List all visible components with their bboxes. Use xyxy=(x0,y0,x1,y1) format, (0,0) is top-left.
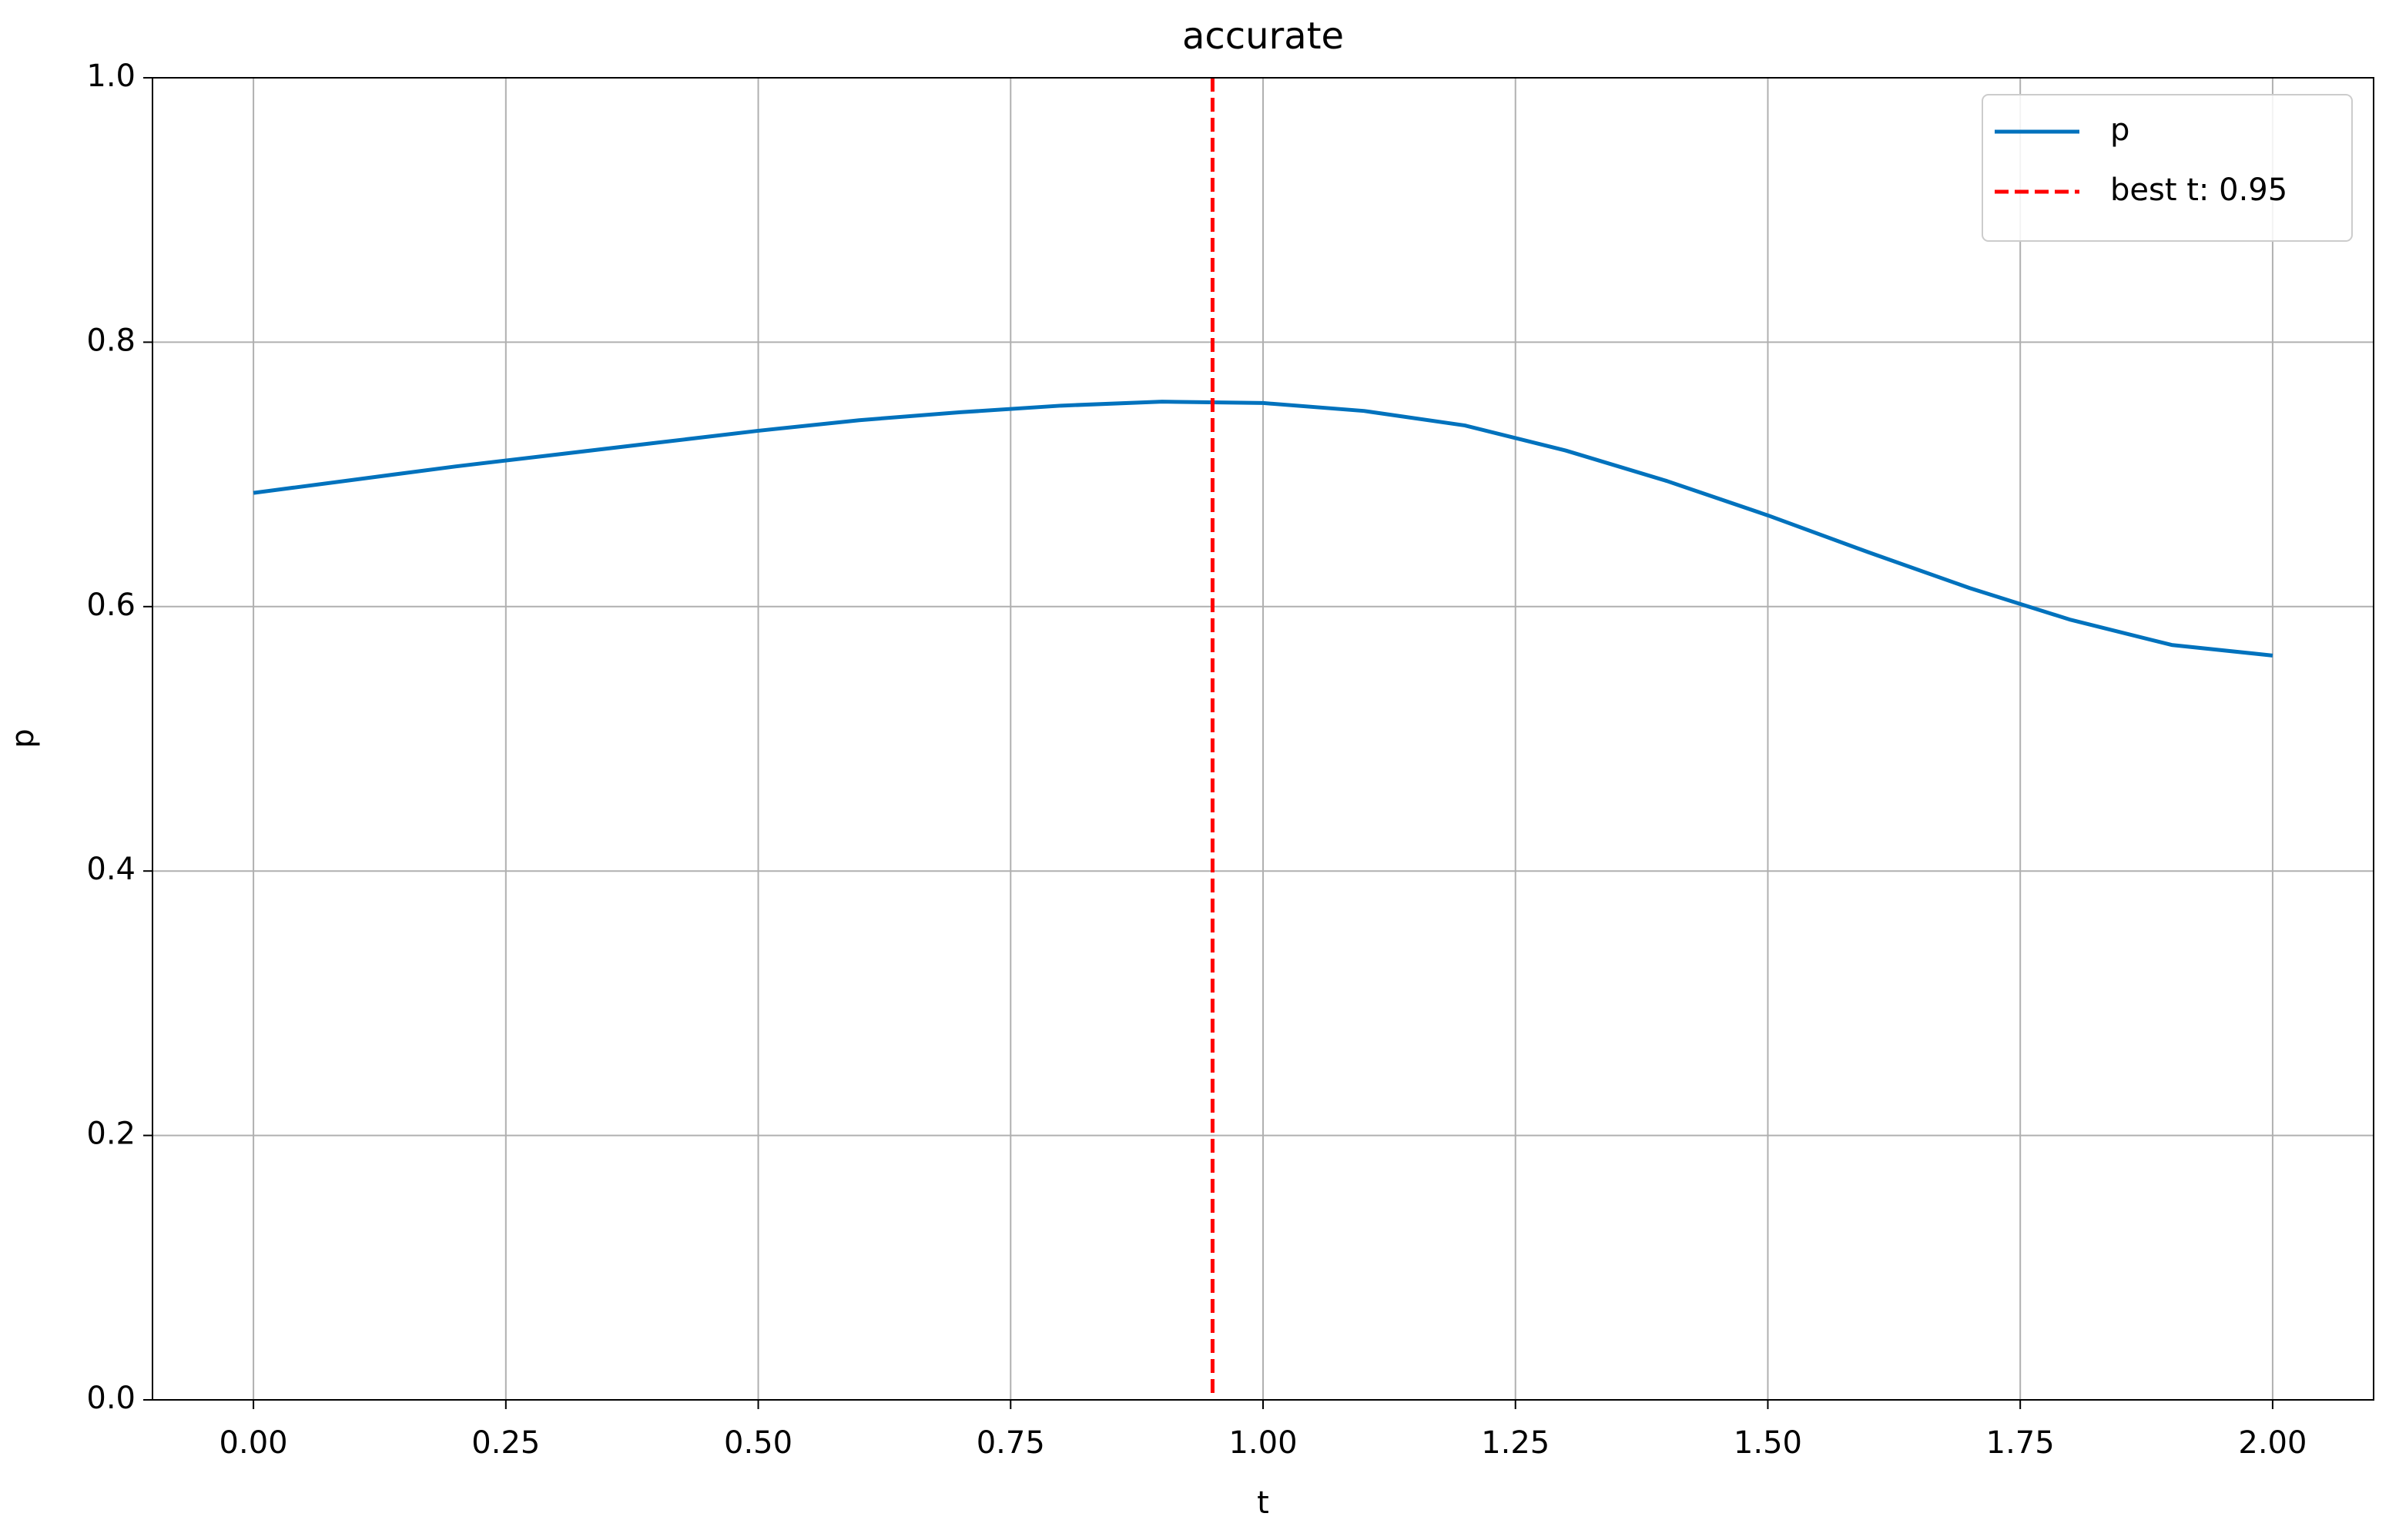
x-tick-label: 1.25 xyxy=(1481,1425,1550,1461)
plot-frame xyxy=(152,77,2374,1401)
legend-label: best t: 0.95 xyxy=(2110,172,2287,208)
chart-title: accurate xyxy=(1182,15,1344,58)
x-tick-label: 0.00 xyxy=(219,1425,288,1461)
y-tick-label: 0.2 xyxy=(86,1116,136,1152)
x-tick-label: 1.75 xyxy=(1986,1425,2055,1461)
y-tick-label: 0.4 xyxy=(86,852,136,887)
y-tick-label: 0.6 xyxy=(86,588,136,623)
y-tick-label: 0.8 xyxy=(86,323,136,358)
x-tick-label: 0.50 xyxy=(724,1425,792,1461)
y-axis-label: p xyxy=(5,728,41,748)
legend-box xyxy=(1982,94,2353,242)
x-tick-label: 2.00 xyxy=(2238,1425,2307,1461)
x-tick-label: 1.50 xyxy=(1734,1425,1802,1461)
legend-label: p xyxy=(2110,112,2129,148)
x-tick-label: 0.75 xyxy=(977,1425,1045,1461)
x-tick-label: 1.00 xyxy=(1228,1425,1297,1461)
data-line xyxy=(253,400,2273,658)
x-tick-label: 0.25 xyxy=(471,1425,540,1461)
y-tick-label: 1.0 xyxy=(86,59,136,94)
x-axis-label: t xyxy=(1257,1485,1269,1521)
y-tick-label: 0.0 xyxy=(86,1381,136,1416)
